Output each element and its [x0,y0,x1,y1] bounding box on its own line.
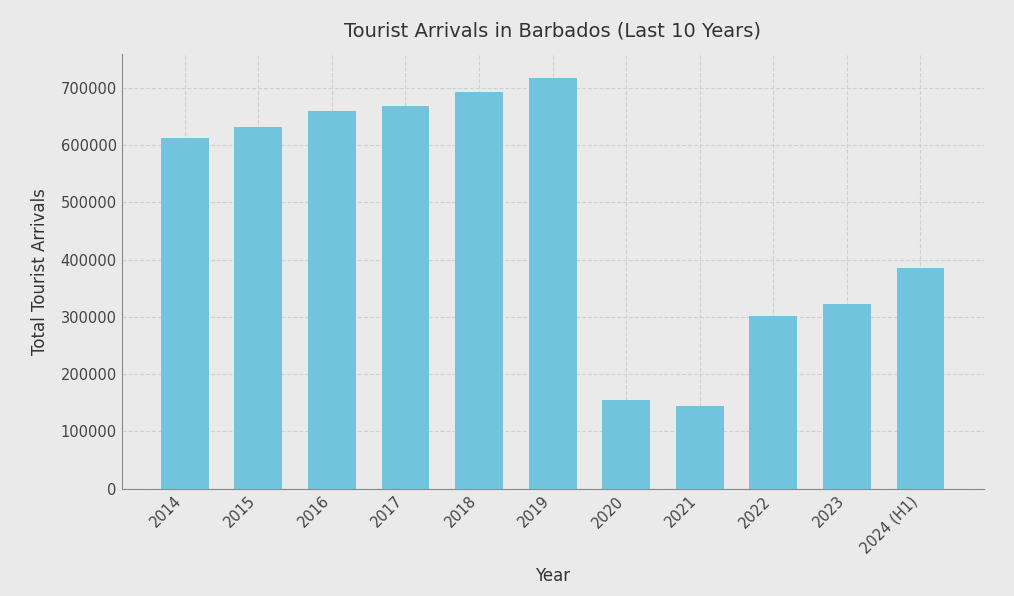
Bar [676,406,724,489]
Bar [234,127,282,489]
Bar [602,400,650,489]
Bar [381,106,429,489]
Bar [528,77,577,489]
X-axis label: Year: Year [535,567,570,585]
Bar [749,316,797,489]
Bar [455,92,503,489]
Title: Tourist Arrivals in Barbados (Last 10 Years): Tourist Arrivals in Barbados (Last 10 Ye… [344,22,762,41]
Bar [308,111,356,489]
Y-axis label: Total Tourist Arrivals: Total Tourist Arrivals [31,188,50,355]
Bar [896,268,944,489]
Bar [161,138,209,489]
Bar [823,304,871,489]
